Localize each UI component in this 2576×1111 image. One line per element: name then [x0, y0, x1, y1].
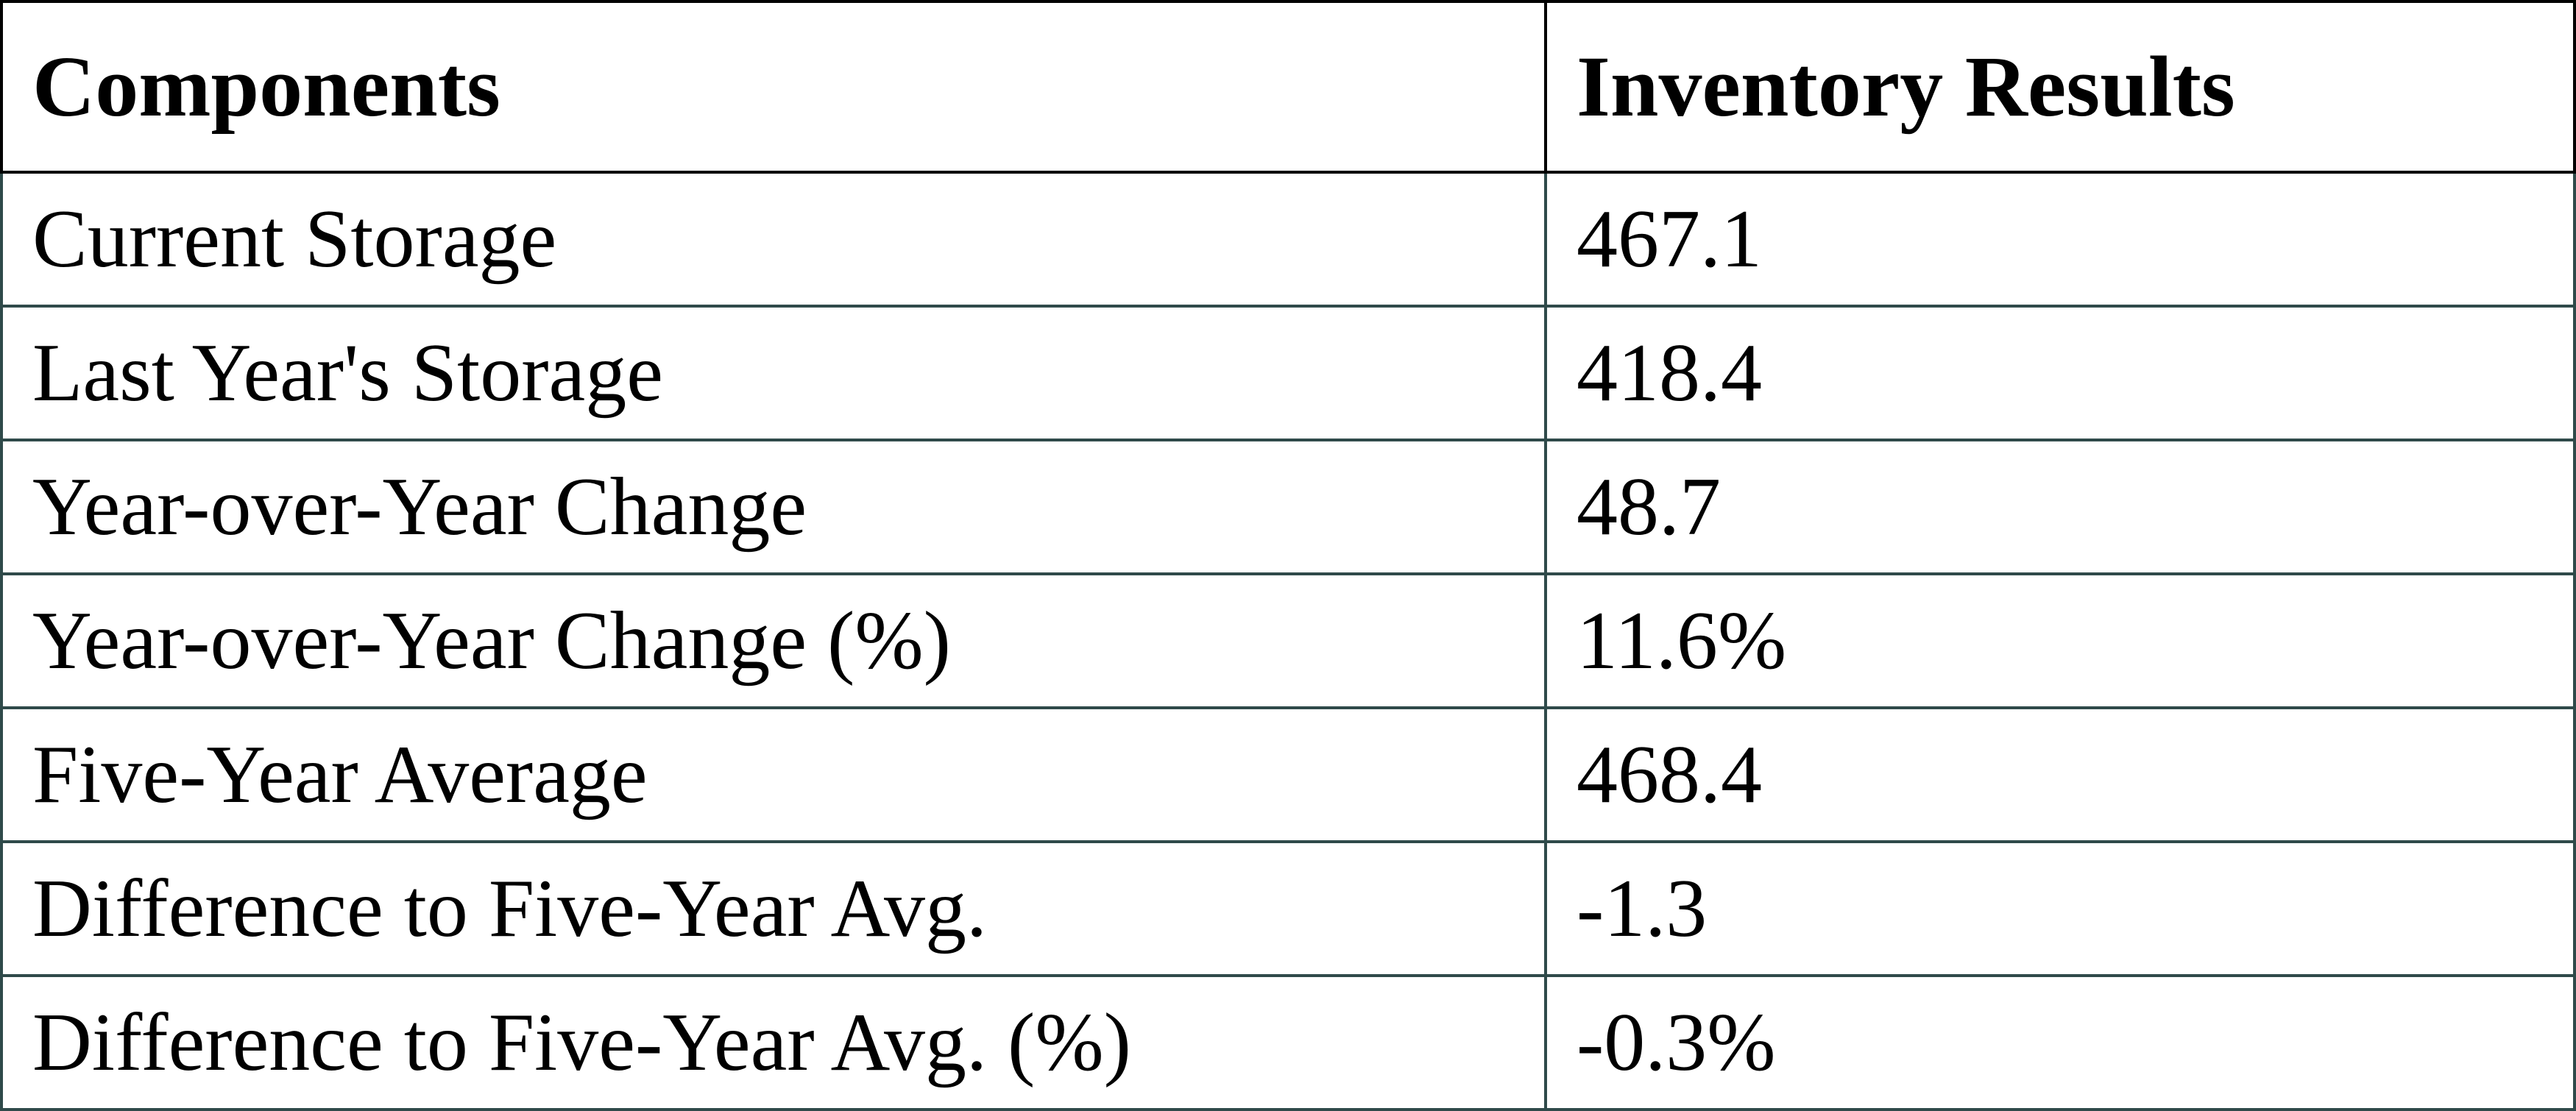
component-cell: Year-over-Year Change (%): [0, 572, 1547, 709]
result-cell: -0.3%: [1544, 974, 2576, 1111]
component-cell: Year-over-Year Change: [0, 439, 1547, 575]
component-cell: Last Year's Storage: [0, 305, 1547, 441]
header-row: Components Inventory Results: [0, 0, 2576, 174]
table-row: Five-Year Average 468.4: [0, 706, 2576, 843]
table-row: Year-over-Year Change (%) 11.6%: [0, 572, 2576, 709]
result-cell: 467.1: [1544, 171, 2576, 308]
table-body: Current Storage 467.1 Last Year's Storage 4…: [0, 171, 2576, 1111]
table-row: Current Storage 467.1: [0, 171, 2576, 308]
component-cell: Difference to Five-Year Avg. (%): [0, 974, 1547, 1111]
component-cell: Current Storage: [0, 171, 1547, 308]
component-cell: Difference to Five-Year Avg.: [0, 840, 1547, 977]
table-row: Difference to Five-Year Avg. (%) -0.3%: [0, 974, 2576, 1111]
result-cell: 418.4: [1544, 305, 2576, 441]
result-cell: 468.4: [1544, 706, 2576, 843]
table-row: Last Year's Storage 418.4: [0, 305, 2576, 441]
result-cell: 48.7: [1544, 439, 2576, 575]
component-cell: Five-Year Average: [0, 706, 1547, 843]
result-cell: -1.3: [1544, 840, 2576, 977]
header-cell: Inventory Results: [1544, 0, 2576, 174]
result-cell: 11.6%: [1544, 572, 2576, 709]
header-cell: Components: [0, 0, 1547, 174]
table-row: Year-over-Year Change 48.7: [0, 439, 2576, 575]
table-row: Difference to Five-Year Avg. -1.3: [0, 840, 2576, 977]
